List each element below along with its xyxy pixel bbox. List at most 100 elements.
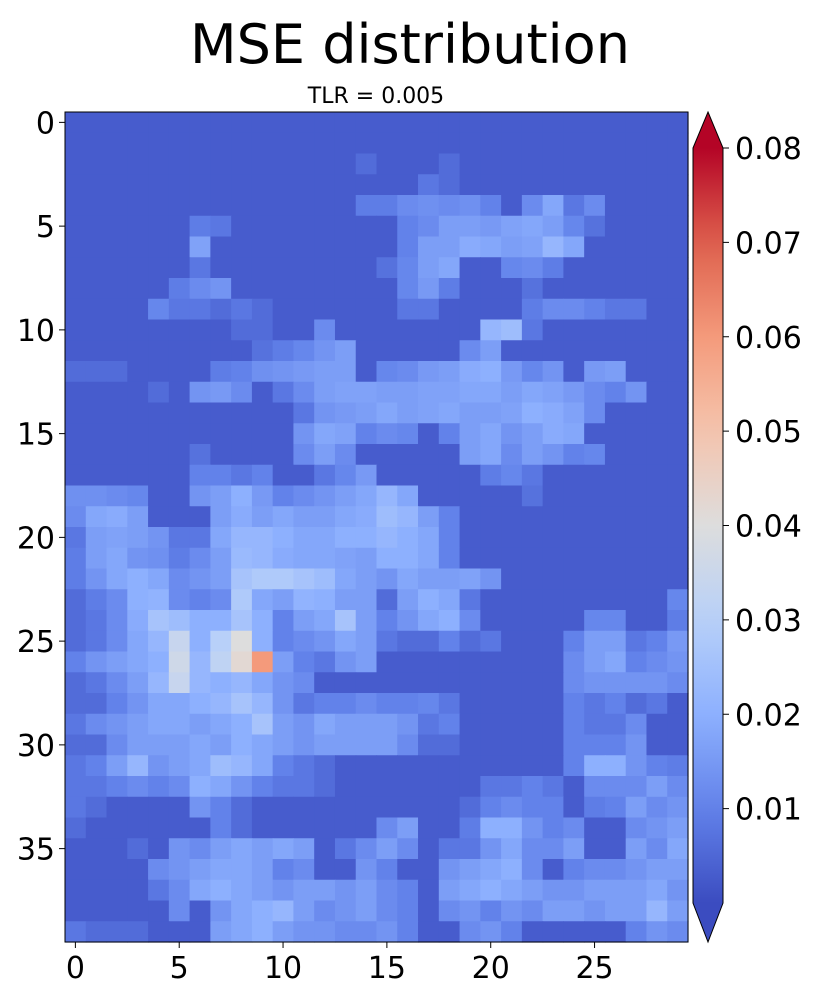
y-tick-label: 15	[17, 418, 55, 453]
heatmap-cell	[646, 236, 668, 258]
heatmap-cell	[106, 838, 128, 860]
heatmap-cell	[459, 278, 481, 300]
heatmap-cell	[148, 900, 170, 922]
heatmap-cell	[189, 817, 211, 839]
heatmap-cell	[189, 879, 211, 902]
heatmap-cell	[584, 547, 606, 570]
heatmap-cell	[148, 361, 170, 383]
heatmap-cell	[210, 257, 232, 279]
heatmap-cell	[646, 838, 668, 860]
heatmap-cell	[272, 464, 295, 487]
heatmap-cell	[501, 651, 523, 673]
heatmap-cell	[563, 236, 585, 258]
heatmap-cell	[148, 444, 170, 466]
heatmap-cell	[521, 527, 544, 549]
heatmap-cell	[625, 444, 648, 466]
heatmap-cell	[625, 838, 648, 860]
heatmap-cell	[334, 838, 357, 860]
heatmap-cell	[210, 236, 232, 258]
heatmap-cell	[397, 879, 419, 902]
heatmap-cell	[438, 838, 461, 860]
heatmap-cell	[501, 713, 523, 736]
heatmap-cell	[438, 817, 461, 839]
x-axis: 0 5 10 15 20 25	[66, 942, 614, 986]
heatmap-cell	[272, 796, 295, 819]
heatmap-cell	[418, 755, 440, 777]
heatmap-cell	[604, 796, 627, 819]
heatmap-cell	[480, 361, 502, 383]
heatmap-cell	[397, 693, 419, 715]
heatmap-cell	[355, 630, 378, 653]
y-tick-label: 10	[17, 314, 55, 349]
heatmap-cell	[355, 153, 378, 175]
heatmap-cell	[314, 423, 336, 445]
heatmap-cell	[459, 257, 481, 279]
heatmap-cell	[438, 568, 461, 590]
heatmap-cell	[293, 589, 315, 611]
heatmap-cell	[106, 817, 128, 839]
heatmap-cell	[106, 236, 128, 258]
heatmap-cell	[625, 651, 648, 673]
heatmap-cell	[293, 340, 315, 362]
heatmap-cell	[293, 796, 315, 819]
heatmap-cell	[65, 423, 87, 445]
heatmap-cell	[65, 817, 87, 839]
heatmap-cell	[168, 423, 191, 445]
heatmap-cell	[376, 900, 398, 922]
heatmap-cell	[418, 859, 440, 881]
heatmap-cell	[355, 921, 378, 943]
heatmap-cell	[584, 236, 606, 258]
heatmap-cell	[667, 713, 689, 736]
heatmap-cell	[168, 693, 191, 715]
heatmap-cell	[459, 734, 481, 756]
heatmap-cell	[667, 423, 689, 445]
heatmap-cell	[584, 361, 606, 383]
heatmap-cell	[85, 444, 108, 466]
heatmap-cell	[106, 568, 128, 590]
heatmap-cell	[189, 693, 211, 715]
heatmap-cell	[251, 319, 274, 341]
heatmap-cell	[85, 402, 108, 424]
heatmap-cell	[210, 651, 232, 673]
heatmap-cell	[355, 423, 378, 445]
heatmap-cell	[85, 485, 108, 507]
heatmap-cell	[148, 672, 170, 694]
heatmap-cell	[251, 817, 274, 839]
heatmap-cell	[376, 361, 398, 383]
heatmap-cell	[604, 215, 627, 238]
heatmap-cell	[85, 215, 108, 238]
heatmap-cell	[65, 527, 87, 549]
heatmap-cell	[646, 402, 668, 424]
heatmap-cell	[438, 195, 461, 217]
heatmap-cell	[85, 693, 108, 715]
heatmap-cell	[667, 651, 689, 673]
heatmap-cell	[106, 755, 128, 777]
heatmap-cell	[231, 796, 253, 819]
heatmap-cell	[355, 568, 378, 590]
heatmap-cell	[521, 838, 544, 860]
heatmap-cell	[106, 589, 128, 611]
heatmap-cell	[542, 776, 564, 798]
heatmap-cell	[397, 838, 419, 860]
heatmap-cell	[418, 672, 440, 694]
heatmap-cell	[438, 506, 461, 528]
heatmap-cell	[65, 464, 87, 487]
heatmap-cell	[667, 236, 689, 258]
heatmap-cell	[501, 859, 523, 881]
heatmap-cell	[376, 859, 398, 881]
heatmap-cell	[542, 195, 564, 217]
heatmap-cell	[459, 900, 481, 922]
heatmap-cell	[584, 838, 606, 860]
heatmap-cell	[314, 568, 336, 590]
heatmap-cell	[251, 153, 274, 175]
heatmap-cell	[521, 278, 544, 300]
heatmap-cell	[314, 174, 336, 196]
heatmap-cell	[293, 879, 315, 902]
heatmap-cell	[127, 734, 149, 756]
heatmap-cell	[293, 547, 315, 570]
heatmap-cell	[418, 215, 440, 238]
heatmap-cell	[667, 568, 689, 590]
heatmap-cell	[376, 838, 398, 860]
heatmap-cell	[418, 319, 440, 341]
heatmap-cell	[168, 589, 191, 611]
